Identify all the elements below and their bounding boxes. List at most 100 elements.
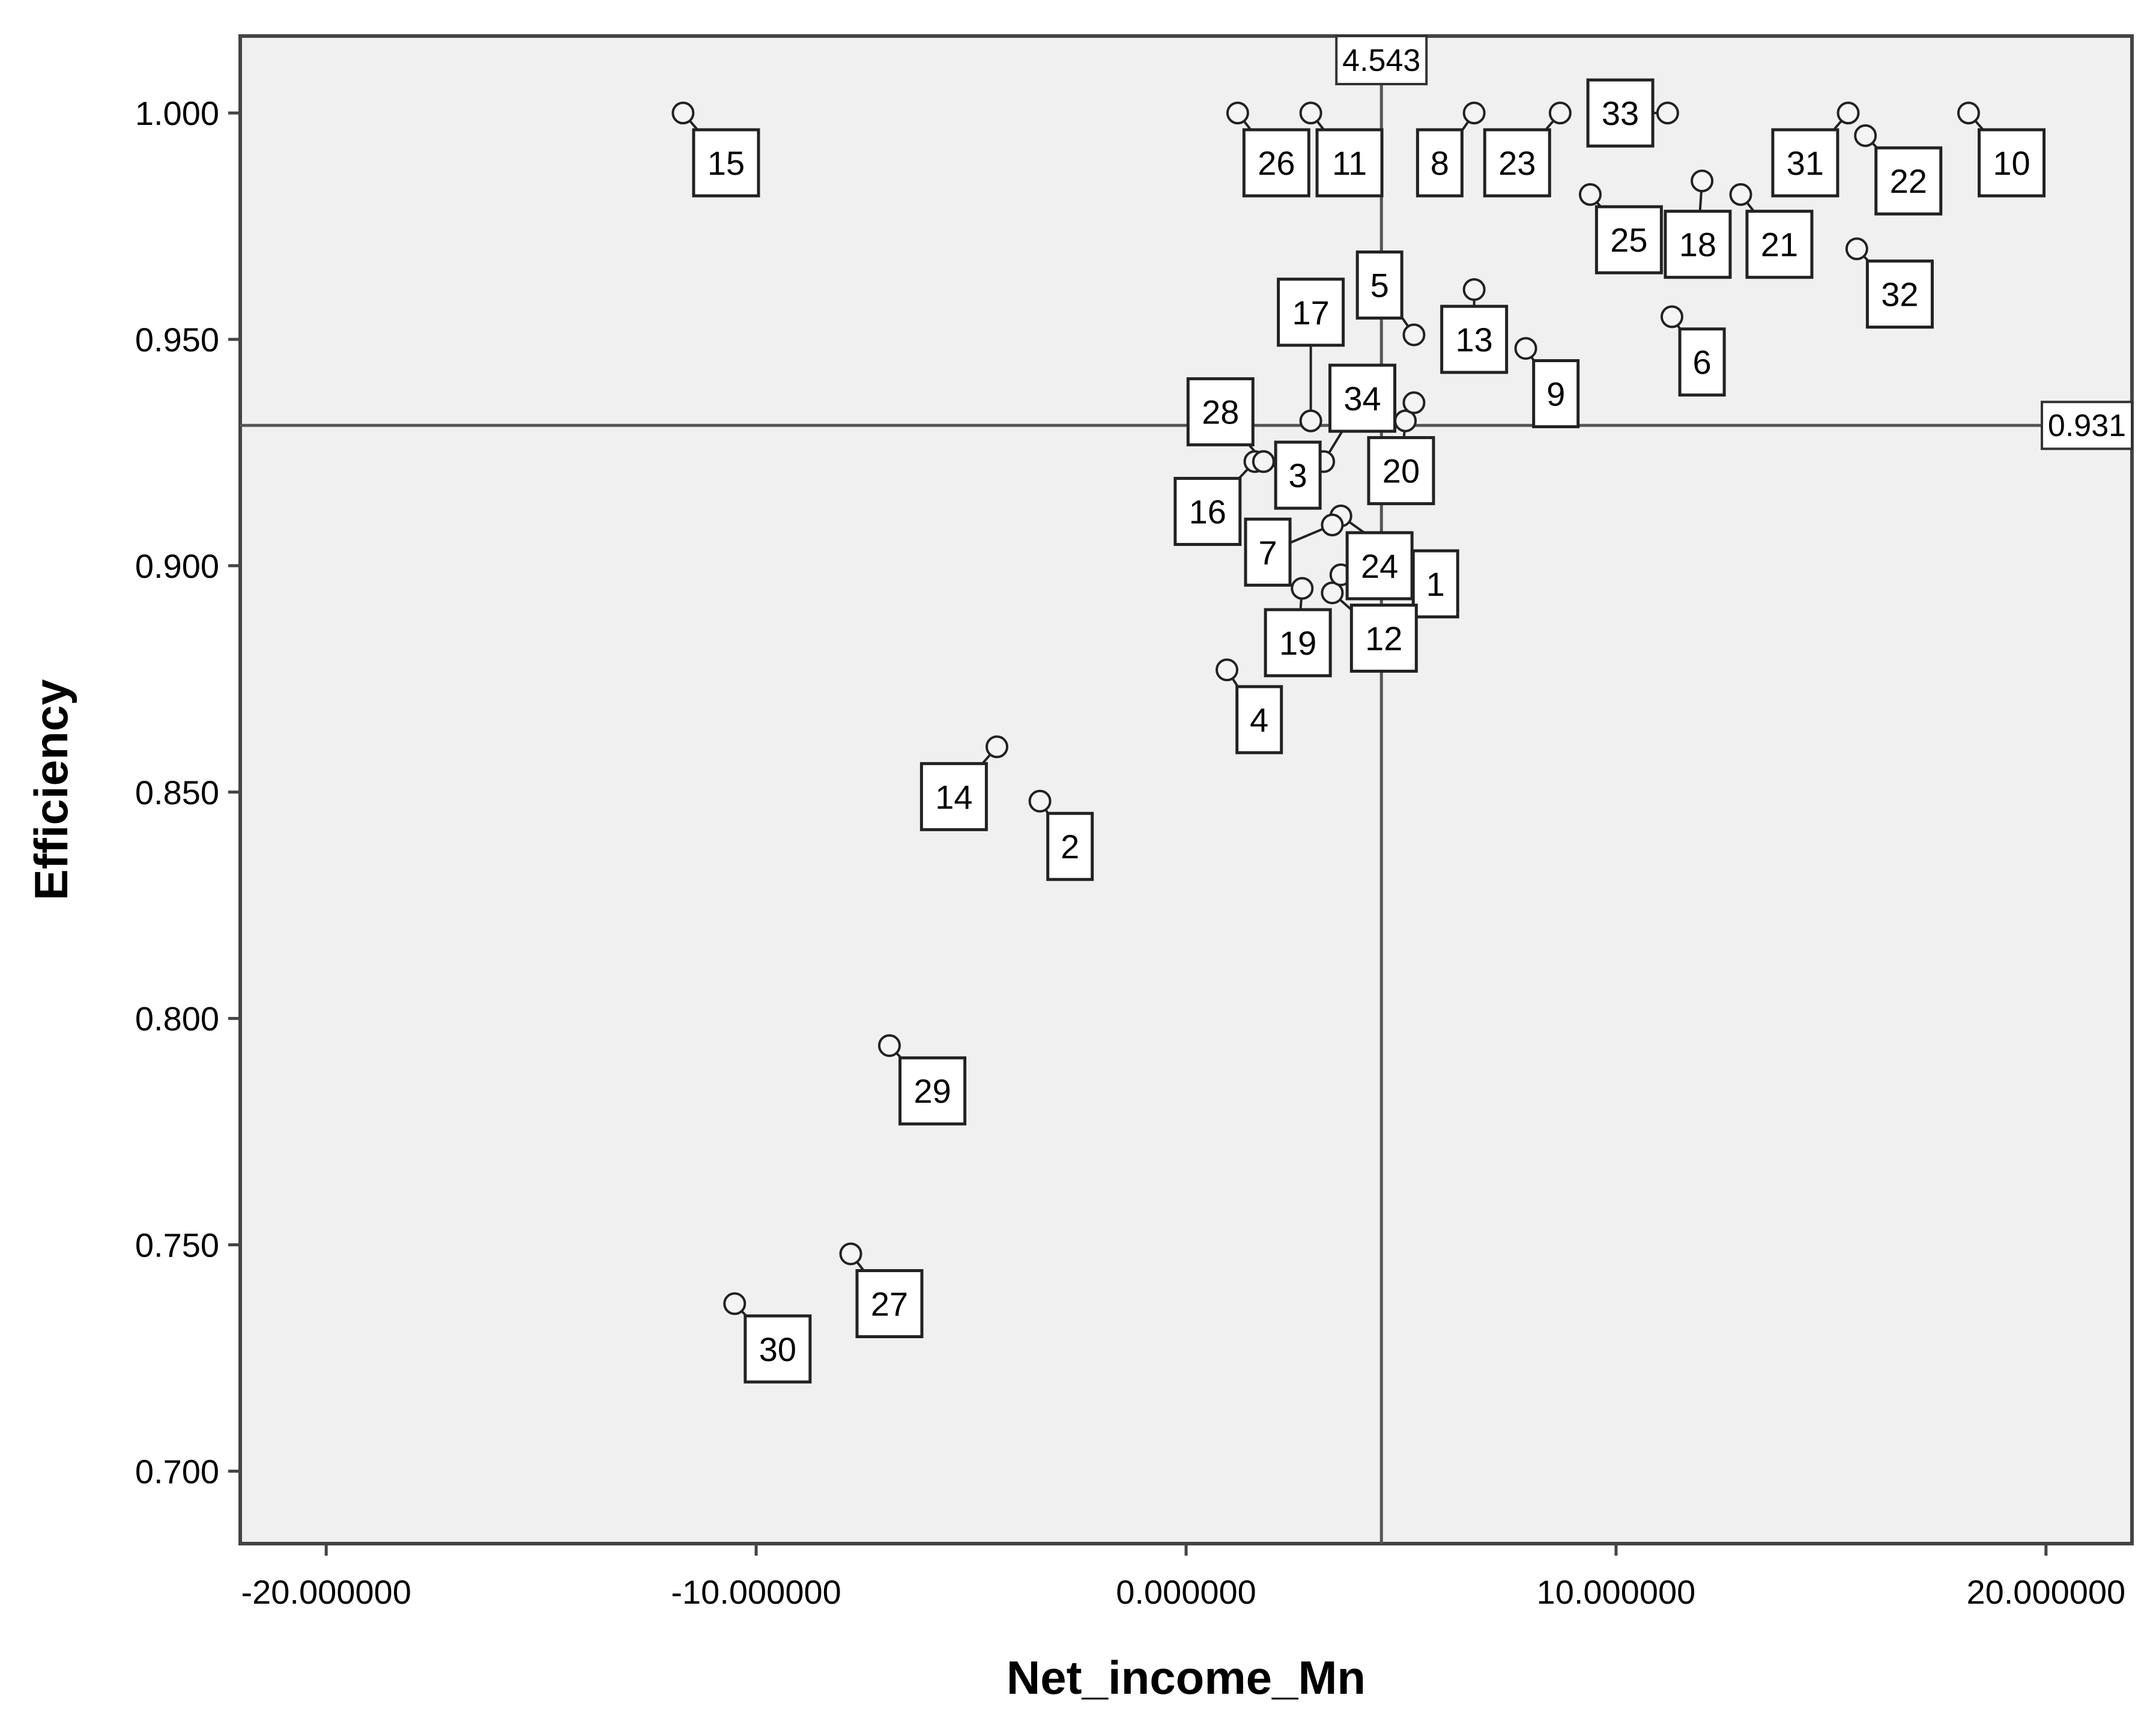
data-point [723,1292,746,1315]
point-label-box [1235,685,1283,754]
point-label-box [1173,476,1242,546]
point-label: 15 [707,144,745,182]
point-label: 24 [1361,547,1398,585]
x-tick-label: -10.000000 [671,1573,841,1611]
point-label: 17 [1292,294,1329,332]
data-point [1514,337,1537,360]
point-label: 4 [1250,701,1268,739]
data-point [1660,305,1683,329]
point-label-box [898,1056,967,1126]
x-tick-label: -20.000000 [241,1573,411,1611]
point-label: 25 [1610,221,1647,259]
point-label-box [919,762,988,831]
y-reference-label-box [2041,401,2133,450]
point-label-box [1367,436,1435,506]
data-point [1854,124,1877,147]
point-label: 27 [871,1285,908,1323]
x-reference-label-box [1335,35,1428,85]
point-label-box [1277,277,1345,347]
point-label: 30 [759,1330,796,1368]
point-label-box [1978,128,2046,198]
point-label: 16 [1189,493,1226,530]
point-label-box [692,128,760,198]
point-label-box [1483,128,1551,198]
point-label-box [1678,327,1726,397]
point-label: 6 [1693,344,1712,381]
point-label: 7 [1258,533,1277,571]
x-axis: -20.000000 -10.000000 0.000000 10.000000 20.… [241,1544,2125,1611]
data-point [1252,450,1275,473]
data-point [1578,183,1602,206]
data-point [1299,102,1322,125]
data-point [878,1034,901,1057]
point-label-box [743,1314,812,1384]
point-label: 21 [1761,226,1798,264]
plot-area [238,34,2134,1545]
y-tick-label: 0.800 [135,1000,219,1038]
point-label: 5 [1370,267,1389,305]
point-label: 10 [1993,144,2030,182]
data-point [1299,409,1322,432]
data-point [1691,169,1714,193]
point-label: 12 [1365,619,1402,657]
y-tick-label: 1.000 [135,94,219,132]
point-label: 3 [1289,456,1307,494]
point-label-box [1745,210,1814,279]
point-labels: 1234567891011121314151617181920212223242… [692,78,2046,1384]
point-label: 14 [935,778,972,816]
x-axis-title: Net_income_Mn [1007,1651,1366,1704]
data-point [986,735,1008,759]
data-point [1462,102,1486,125]
data-point [1402,391,1426,414]
y-tick-label: 0.950 [135,321,219,359]
point-label-box [1244,517,1292,587]
data-point [839,1242,862,1266]
data-point [1028,789,1052,813]
y-tick-label: 0.850 [135,774,219,811]
x-tick-label: 10.000000 [1537,1573,1696,1611]
point-label: 2 [1061,828,1079,866]
point-label: 9 [1546,375,1565,413]
x-tick-label: 20.000000 [1966,1573,2125,1611]
point-label: 8 [1431,144,1449,182]
y-axis: 0.700 0.750 0.800 0.850 0.900 0.950 1.000 [135,94,240,1490]
data-point [1226,102,1249,125]
point-label-box [1264,608,1332,678]
reference-lines: 4.543 0.931 [240,35,2133,1544]
data-point [1321,514,1344,537]
data-point [1462,278,1486,302]
y-axis-title: Efficiency [25,679,77,900]
point-label: 33 [1602,94,1639,132]
y-tick-label: 0.900 [135,547,219,585]
data-point [671,102,695,125]
point-label: 29 [913,1072,951,1110]
point-label: 26 [1258,144,1295,182]
data-point [1216,658,1239,682]
point-label-box [1355,250,1404,320]
point-label: 19 [1279,624,1316,662]
point-label-box [1771,128,1840,198]
point-label: 1 [1426,565,1445,603]
x-tick-label: 0.000000 [1116,1573,1256,1611]
data-point [1402,323,1426,347]
point-label-box [1586,78,1655,148]
data-point [1548,102,1572,125]
point-label-box [1242,128,1310,198]
point-label-box [1664,210,1732,279]
point-label: 32 [1881,276,1918,314]
data-points [671,102,1980,1315]
point-label: 28 [1202,393,1239,431]
point-label-box [1315,128,1384,198]
point-label-box [1440,305,1509,374]
data-point [1656,102,1679,125]
point-label-box [1328,363,1397,433]
data-point [1957,102,1980,125]
point-label-box [1874,146,1943,216]
point-label-box [1274,440,1322,510]
data-point [1729,183,1752,206]
point-label-box [855,1269,924,1339]
point-label-box [1416,128,1464,198]
point-label-box [1865,259,1934,329]
point-label: 31 [1787,144,1824,182]
